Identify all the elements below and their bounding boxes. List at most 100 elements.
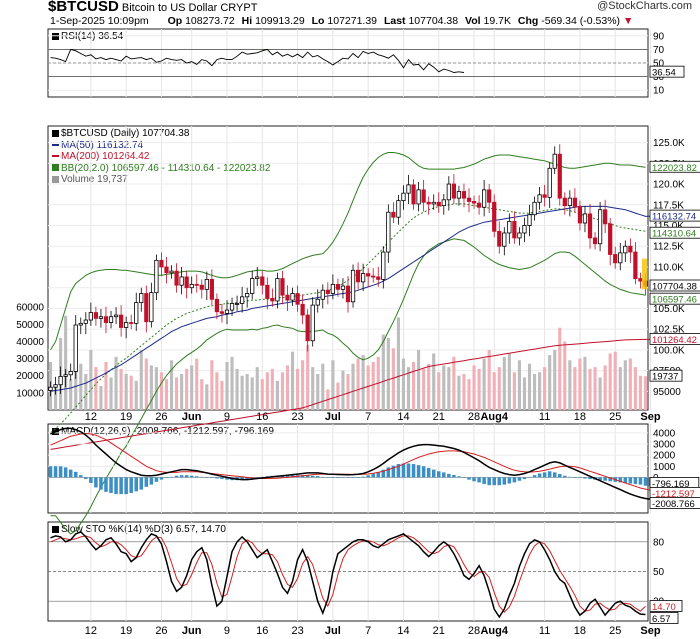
rsi-legend: RSI(14) 36.54 [52,31,123,43]
rsi-tick-label: 10 [653,86,665,97]
volume-bar [109,377,113,410]
candle-body [401,192,406,202]
price-tick-label: 117.5K [653,200,684,211]
candle-body [285,294,290,301]
volume-bar [482,358,486,410]
macd-hist-bar [53,466,58,478]
macd-hist-bar [129,477,133,493]
volume-bar [99,386,103,410]
candle-body [522,225,527,234]
volume-bar [608,353,612,410]
x-axis-label-mid: Aug4 [480,411,508,423]
volume-bar [437,372,441,410]
volume-bar [260,379,264,410]
macd-hist-bar [315,476,320,478]
volume-bar [452,356,456,410]
bb-legend-text: BB(20,2.0) 106597.46 - 114310.64 - 12202… [61,162,271,174]
candle-body [98,316,104,319]
x-axis-label-mid: 25 [609,411,621,423]
macd-hist-bar [467,477,471,480]
candle-body [633,251,638,279]
candle-body [118,314,124,328]
macd-hist-bar [331,477,335,478]
candle-body [234,303,240,305]
volume-bar [457,375,461,410]
candle-body [265,284,270,299]
candle-body [567,197,572,207]
macd-hist-bar [537,473,542,478]
volume-bar [255,367,259,410]
macd-hist-bar [442,472,446,478]
macd-hist-bar [618,477,623,483]
candle-body [310,304,315,342]
price-value-tag-0: 122023.82 [652,163,697,174]
volume-bar [568,360,572,410]
candle-body [48,386,53,391]
x-axis-label-mid: 9 [224,411,230,423]
candle-body [149,292,154,323]
candle-body [381,251,386,280]
x-axis-label-bottom: Jun [182,625,202,637]
volume-bar [296,368,300,410]
candle-body [572,197,578,207]
x-axis-label-bottom: 23 [291,625,303,637]
candle-body [492,201,497,232]
macd-hist-bar [79,475,83,478]
candle-body [255,276,260,279]
volume-value-tag: 19737 [652,372,678,383]
volume-tick-label: 20000 [16,371,44,382]
candle-body [245,293,250,298]
vol-label: Vol [465,15,481,27]
volume-bar [573,367,577,410]
candle-body [139,293,144,304]
volume-bar [442,365,446,410]
x-axis-label-mid: 18 [574,411,586,423]
macd-hist-bar [260,476,265,478]
macd-hist-bar [457,476,461,478]
macd-hist-bar [305,475,310,478]
volume-bar [119,368,123,410]
macd-hist-bar [149,477,154,485]
macd-hist-bar [472,477,476,482]
volume-bar [346,374,350,410]
volume-bar [386,338,390,410]
high-value: 109913.29 [255,15,305,27]
candle-body [63,374,68,377]
macd-hist-bar [643,477,648,486]
symbol-label: $BTCUSD [48,0,119,15]
volume-bar [578,358,582,410]
candle-body [335,283,341,290]
macd-hist-bar [542,472,547,478]
candle-body [537,194,542,203]
macd-hist-bar [547,471,552,478]
volume-bar [275,380,279,410]
macd-hist-bar [527,477,532,478]
volume-bar [139,350,143,410]
volume-bar [180,374,184,410]
candle-body [250,278,255,294]
x-axis-label-bottom: Jul [325,625,341,637]
candle-body [476,202,482,208]
volume-bar [159,372,164,410]
volume-tick-label: 30000 [16,354,44,365]
candle-body [608,223,613,255]
macd-hist-bar [386,467,391,478]
open-value: 108273.72 [185,15,235,27]
x-axis-label-bottom: 26 [155,625,167,637]
candle-body [93,312,99,319]
candle-body [532,201,537,216]
candle-body [371,275,376,278]
volume-bar [613,351,617,410]
macd-hist-bar [426,467,431,478]
volume-bar [321,363,325,410]
macd-hist-bar [381,469,386,478]
price-value-tag-0-box [649,160,700,173]
candle-body [169,270,174,274]
volume-bar [638,375,642,410]
macd-hist-bar [391,465,396,478]
macd-hist-bar [406,463,411,478]
bb-swatch [52,164,59,172]
volume-bar [225,362,229,410]
macd-hist-bar [623,477,628,483]
macd-hist-bar [144,477,149,487]
